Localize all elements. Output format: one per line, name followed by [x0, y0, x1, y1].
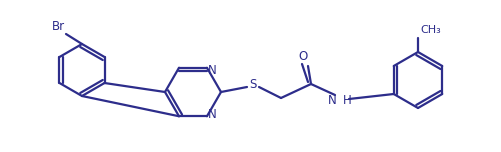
Text: S: S: [249, 78, 257, 90]
Text: CH₃: CH₃: [420, 25, 441, 35]
Text: Br: Br: [52, 21, 65, 33]
Text: N: N: [207, 108, 216, 121]
Text: H: H: [343, 93, 352, 107]
Text: N: N: [207, 64, 216, 77]
Text: O: O: [299, 50, 308, 62]
Text: N: N: [328, 93, 337, 107]
